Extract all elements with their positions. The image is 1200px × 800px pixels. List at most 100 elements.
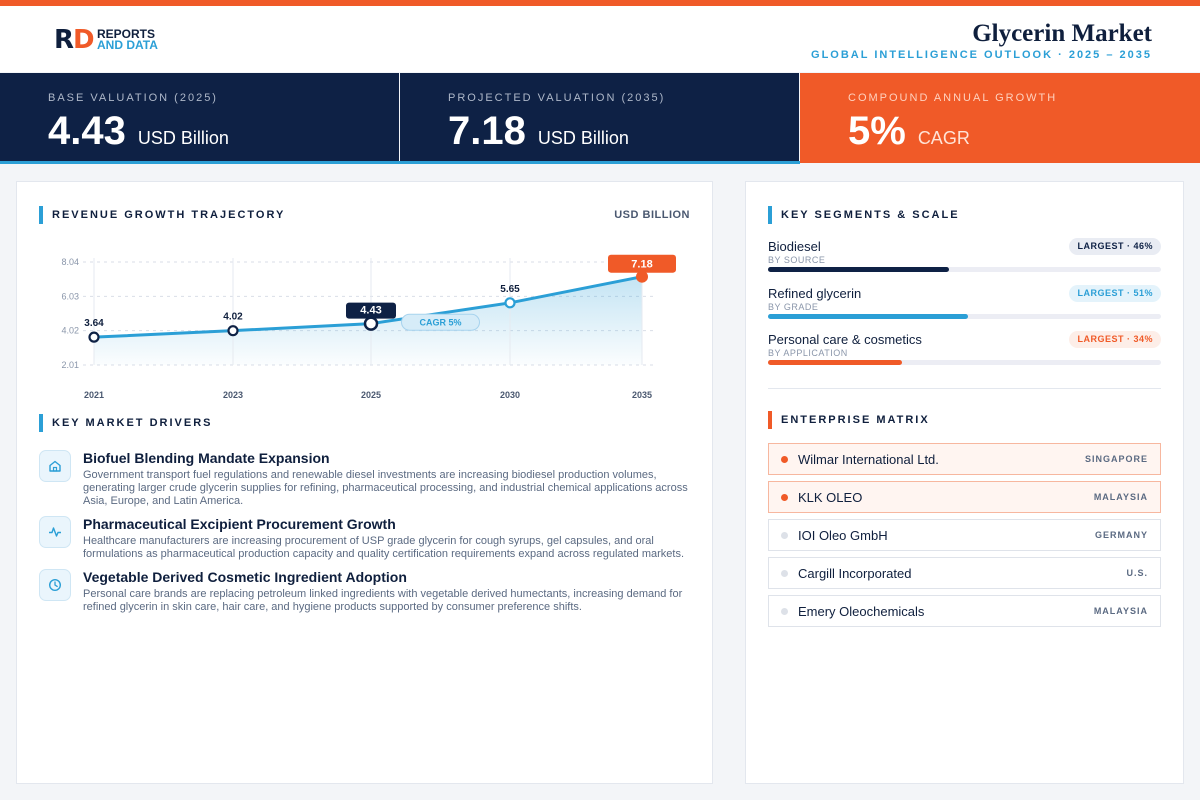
segment-bar-track	[768, 314, 1161, 319]
data-label: 4.43	[360, 305, 381, 317]
enterprise-country: MALAYSIA	[1093, 492, 1148, 502]
segment-bar-fill	[768, 267, 949, 272]
segment-bar-track	[768, 267, 1161, 272]
x-tick-label: 2030	[500, 390, 520, 400]
data-point-end	[636, 270, 648, 283]
kpi-label: COMPOUND ANNUAL GROWTH	[848, 92, 1058, 104]
segment-badge: LARGEST · 46%	[1069, 238, 1161, 255]
right-panel: KEY SEGMENTS & SCALE Biodiesel BY SOURCE…	[745, 181, 1184, 784]
page-subtitle: GLOBAL INTELLIGENCE OUTLOOK · 2025 – 203…	[811, 49, 1152, 61]
segment-badge: LARGEST · 51%	[1069, 285, 1161, 302]
data-label: 7.18	[631, 259, 652, 271]
kpi-underline	[0, 161, 800, 164]
data-label-box	[346, 302, 396, 319]
enterprise-name: Cargill Incorporated	[798, 566, 912, 581]
top-accent-bar	[0, 0, 1200, 6]
enterprise-row[interactable]: KLK OLEO MALAYSIA	[768, 481, 1161, 513]
kpi-unit: USD Billion	[537, 128, 629, 148]
enterprise-name: KLK OLEO	[798, 490, 863, 505]
enterprise-country: GERMANY	[1094, 530, 1148, 540]
segment-category: BY APPLICATION	[768, 348, 848, 358]
logo-line-2: AND DATA	[97, 38, 158, 52]
enterprise-row[interactable]: Emery Oleochemicals MALAYSIA	[768, 595, 1161, 627]
chart-area-fill	[94, 276, 642, 365]
enterprise-country: SINGAPORE	[1084, 454, 1148, 464]
data-label: 4.02	[223, 312, 243, 323]
driver-description: Personal care brands are replacing petro…	[83, 588, 683, 613]
driver-description: Government transport fuel regulations an…	[83, 469, 688, 507]
enterprise-section-title: ENTERPRISE MATRIX	[768, 411, 930, 429]
x-tick-label: 2035	[632, 390, 652, 400]
data-label: 5.65	[500, 284, 520, 295]
status-dot	[781, 456, 788, 463]
page-title: Glycerin Market	[972, 20, 1152, 47]
kpi-value-group: 4.43 USD Billion	[48, 109, 229, 154]
data-label: 3.64	[84, 318, 104, 329]
kpi-value-group: 5% CAGR	[848, 109, 970, 154]
logo-line-1: REPORTS	[97, 27, 156, 41]
enterprise-name: IOI Oleo GmbH	[798, 528, 888, 543]
kpi-cagr: COMPOUND ANNUAL GROWTH 5% CAGR	[800, 73, 1200, 163]
data-point	[504, 297, 516, 309]
chart-section-title: REVENUE GROWTH TRAJECTORY	[39, 206, 285, 224]
segment-badge: LARGEST · 34%	[1069, 331, 1161, 348]
enterprise-country: U.S.	[1126, 568, 1148, 578]
kpi-value: 4.43	[48, 109, 126, 153]
status-dot	[781, 608, 788, 615]
x-tick-label: 2021	[84, 390, 104, 400]
pulse-icon	[39, 516, 71, 548]
y-tick-label: 4.02	[61, 326, 79, 336]
data-point	[227, 325, 239, 337]
segment-name: Personal care & cosmetics	[768, 332, 922, 347]
clock-icon	[39, 569, 71, 601]
segment-name: Biodiesel	[768, 239, 821, 254]
status-dot	[781, 570, 788, 577]
segment-category: BY GRADE	[768, 302, 819, 312]
driver-title: Pharmaceutical Excipient Procurement Gro…	[83, 516, 396, 532]
kpi-value: 7.18	[448, 109, 526, 153]
revenue-line-chart: 2.01 4.02 6.03 8.04 CAGR 5% 3.64 4.02 4.43 5.6…	[61, 254, 676, 400]
enterprise-name: Emery Oleochemicals	[798, 604, 925, 619]
kpi-value-group: 7.18 USD Billion	[448, 109, 629, 154]
enterprise-row[interactable]: Cargill Incorporated U.S.	[768, 557, 1161, 589]
cagr-annotation-label: CAGR 5%	[419, 318, 461, 328]
kpi-label: PROJECTED VALUATION (2035)	[448, 92, 666, 104]
section-divider	[768, 388, 1161, 389]
y-tick-label: 6.03	[61, 291, 79, 301]
segment-bar-track	[768, 360, 1161, 365]
x-tick-label: 2025	[361, 390, 381, 400]
home-icon	[39, 450, 71, 482]
enterprise-name: Wilmar International Ltd.	[798, 452, 939, 467]
y-tick-label: 2.01	[61, 360, 79, 370]
segments-section-title: KEY SEGMENTS & SCALE	[768, 206, 960, 224]
enterprise-row[interactable]: IOI Oleo GmbH GERMANY	[768, 519, 1161, 551]
kpi-unit: USD Billion	[137, 128, 229, 148]
chart-unit-label: USD BILLION	[614, 209, 690, 221]
data-label-box	[608, 254, 676, 273]
segment-category: BY SOURCE	[768, 255, 826, 265]
kpi-unit: CAGR	[917, 128, 970, 148]
status-dot	[781, 532, 788, 539]
driver-title: Biofuel Blending Mandate Expansion	[83, 450, 330, 466]
logo-wordmark: REPORTS AND DATA	[97, 27, 158, 52]
driver-title: Vegetable Derived Cosmetic Ingredient Ad…	[83, 569, 407, 585]
y-tick-label: 8.04	[61, 257, 79, 267]
segment-name: Refined glycerin	[768, 286, 862, 301]
cagr-annotation-pill	[401, 313, 480, 331]
enterprise-row[interactable]: Wilmar International Ltd. SINGAPORE	[768, 443, 1161, 475]
segment-bar-fill	[768, 314, 969, 319]
kpi-label: BASE VALUATION (2025)	[48, 92, 218, 104]
data-point	[88, 331, 100, 343]
left-panel: REVENUE GROWTH TRAJECTORY USD BILLION 2.…	[16, 181, 713, 784]
driver-description: Healthcare manufacturers are increasing …	[83, 535, 685, 560]
data-point-highlight	[363, 316, 379, 331]
kpi-projected-valuation: PROJECTED VALUATION (2035) 7.18 USD Bill…	[400, 73, 799, 163]
kpi-value: 5%	[848, 109, 906, 153]
drivers-section-title: KEY MARKET DRIVERS	[39, 414, 212, 432]
x-tick-label: 2023	[223, 390, 243, 400]
kpi-base-valuation: BASE VALUATION (2025) 4.43 USD Billion	[0, 73, 399, 163]
segment-bar-fill	[768, 360, 902, 365]
